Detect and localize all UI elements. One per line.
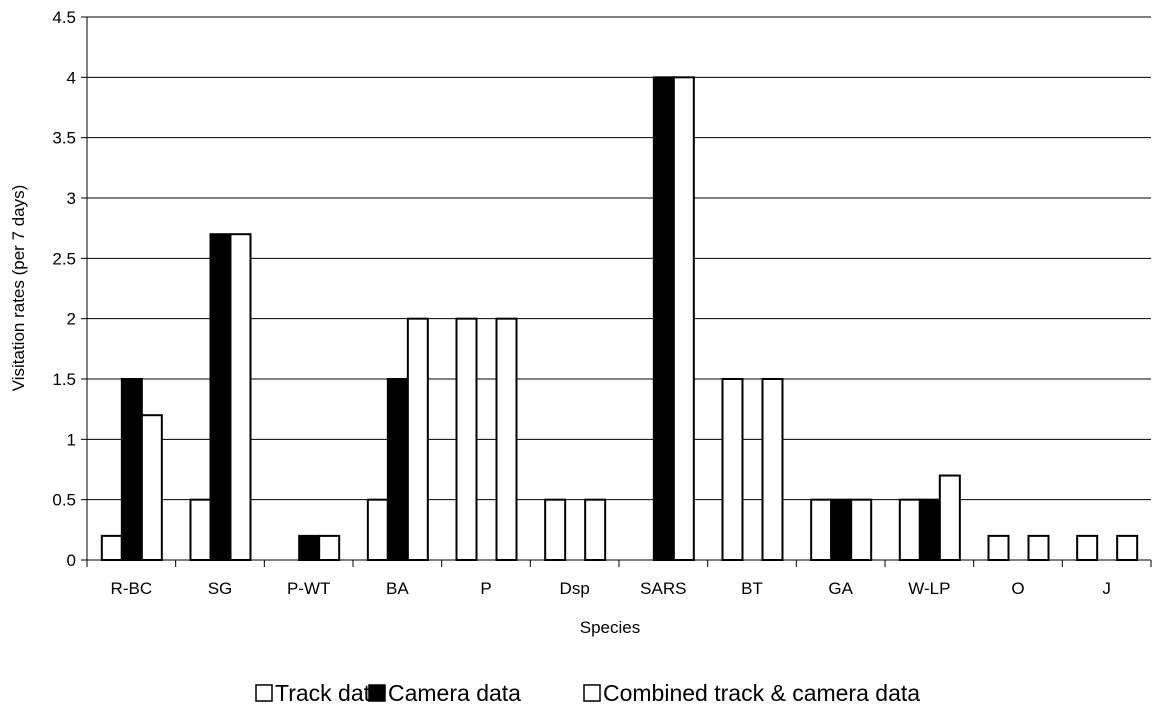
bar-track-data-o [987,534,1010,561]
y-tick-label: 0.5 [52,491,76,510]
x-tick-label: SARS [640,579,686,598]
bar-camera-data-sars [652,76,675,561]
y-axis-title: Visitation rates (per 7 days) [9,185,28,392]
bar-track-data-r-bc [100,534,123,561]
bar-combined-track-and-camera-data-p [495,317,518,561]
gridlines [87,16,1151,501]
bar-track-data-ga [810,498,833,561]
x-tick-label: GA [828,579,853,598]
y-tick-label: 1 [67,430,76,449]
legend: Track data Camera data Combined track & ca… [255,680,920,706]
bar-track-data-w-lp [898,498,921,561]
x-tick-label: Dsp [560,579,590,598]
legend-item-track-data: Track data [255,680,383,706]
y-tick-label: 3 [67,189,76,208]
x-tick-label: P [480,579,491,598]
bar-combined-track-and-camera-data-ba [406,317,429,561]
y-tick-label: 0 [67,551,76,570]
legend-item-combined-track-and-camera-data: Combined track & camera data [583,680,920,706]
x-tick-label: R-BC [111,579,153,598]
bar-track-data-j [1076,534,1099,561]
bar-combined-track-and-camera-data-j [1116,534,1139,561]
bar-track-data-dsp [544,498,567,561]
x-tick-label: BT [741,579,763,598]
bar-combined-track-and-camera-data-p-wt [318,534,341,561]
bar-camera-data-ba [386,378,409,561]
bar-camera-data-sg [209,233,232,561]
bar-combined-track-and-camera-data-r-bc [140,414,163,562]
legend-swatch [368,684,386,702]
bar-camera-data-w-lp [918,498,941,561]
y-tick-label: 1.5 [52,370,76,389]
bar-track-data-sg [189,498,212,561]
y-tick-label: 4 [67,68,76,87]
y-tick-label: 2 [67,310,76,329]
y-axis-ticks: 0 0.5 1 1.5 2 2.5 3 3.5 4 4.5 [52,8,87,570]
y-tick-label: 3.5 [52,129,76,148]
bar-combined-track-and-camera-data-sg [229,233,252,561]
legend-swatch [255,684,273,702]
x-tick-label: W-LP [908,579,950,598]
bar-track-data-bt [721,378,744,561]
x-tick-label: O [1011,579,1024,598]
bar-combined-track-and-camera-data-o [1027,534,1050,561]
legend-label: Camera data [388,680,521,706]
x-axis-title: Species [580,618,640,637]
bar-combined-track-and-camera-data-sars [672,76,695,561]
legend-item-camera-data: Camera data [368,680,521,706]
legend-label: Track data [275,680,383,706]
bar-combined-track-and-camera-data-ga [850,498,873,561]
bar-combined-track-and-camera-data-dsp [584,498,607,561]
y-tick-label: 4.5 [52,8,76,27]
bar-camera-data-ga [830,498,853,561]
x-tick-label: BA [386,579,409,598]
bar-combined-track-and-camera-data-w-lp [938,474,961,561]
x-tick-label: SG [208,579,233,598]
y-tick-label: 2.5 [52,249,76,268]
x-axis-ticks: R-BC SG P-WT BA P Dsp SARS BT GA W-LP O J [86,560,1152,598]
x-tick-label: P-WT [287,579,330,598]
bar-track-data-ba [366,498,389,561]
bar-track-data-p [455,317,478,561]
legend-label: Combined track & camera data [603,680,920,706]
bar-combined-track-and-camera-data-bt [761,378,784,561]
bar-camera-data-r-bc [120,378,143,561]
legend-swatch [583,684,601,702]
x-tick-label: J [1102,579,1111,598]
bar-camera-data-p-wt [298,534,321,561]
